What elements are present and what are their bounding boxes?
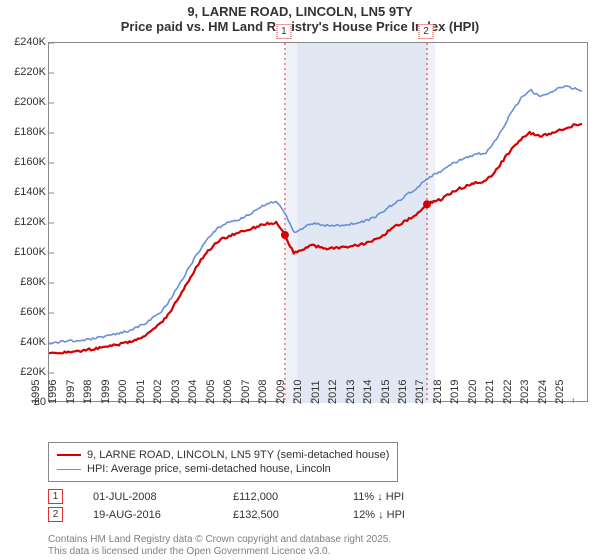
footer-line-2: This data is licensed under the Open Gov… [48,546,391,558]
x-tick-label: 2023 [519,380,531,404]
marker-delta: 12% ↓ HPI [353,509,405,521]
y-tick-label: £200K [2,96,46,108]
marker-price: £112,000 [233,491,323,503]
x-tick-label: 2002 [152,380,164,404]
footer-line-1: Contains HM Land Registry data © Crown c… [48,534,391,546]
x-tick-label: 2020 [467,380,479,404]
y-tick-label: £180K [2,126,46,138]
x-tick-label: 2007 [240,380,252,404]
x-tick-label: 2016 [397,380,409,404]
footer: Contains HM Land Registry data © Crown c… [48,534,391,558]
y-tick-label: £140K [2,186,46,198]
x-tick-label: 2003 [170,380,182,404]
chart-plot-area [48,42,588,402]
x-tick-label: 2001 [135,380,147,404]
y-tick-label: £120K [2,216,46,228]
x-tick-label: 2021 [484,380,496,404]
x-tick-label: 2000 [117,380,129,404]
legend-row: HPI: Average price, semi-detached house,… [57,463,389,475]
x-tick-label: 1997 [65,380,77,404]
marker-price: £132,500 [233,509,323,521]
legend-row: 9, LARNE ROAD, LINCOLN, LN5 9TY (semi-de… [57,449,389,461]
marker-number-box: 1 [48,489,63,504]
x-tick-label: 2005 [205,380,217,404]
y-tick-label: £160K [2,156,46,168]
x-tick-label: 2009 [275,380,287,404]
x-tick-label: 2010 [292,380,304,404]
x-tick-label: 2004 [187,380,199,404]
title-line-2: Price paid vs. HM Land Registry's House … [0,19,600,34]
y-tick-label: £40K [2,336,46,348]
x-tick-label: 2013 [345,380,357,404]
x-tick-label: 2006 [222,380,234,404]
x-tick-label: 2024 [537,380,549,404]
x-tick-label: 2012 [327,380,339,404]
x-tick-label: 1998 [82,380,94,404]
x-tick-label: 2022 [502,380,514,404]
title-line-1: 9, LARNE ROAD, LINCOLN, LN5 9TY [0,4,600,19]
marker-delta: 11% ↓ HPI [353,491,404,503]
chart-marker-box: 2 [419,24,434,39]
chart-marker-box: 1 [276,24,291,39]
chart-title-block: 9, LARNE ROAD, LINCOLN, LN5 9TY Price pa… [0,0,600,34]
marker-date: 19-AUG-2016 [93,509,203,521]
y-tick-label: £60K [2,306,46,318]
legend-label: 9, LARNE ROAD, LINCOLN, LN5 9TY (semi-de… [87,449,389,461]
legend: 9, LARNE ROAD, LINCOLN, LN5 9TY (semi-de… [48,442,398,482]
marker-date: 01-JUL-2008 [93,491,203,503]
x-tick-label: 2014 [362,380,374,404]
chart-svg [49,43,589,403]
marker-number-box: 2 [48,507,63,522]
marker-table: 1 01-JUL-2008 £112,000 11% ↓ HPI 2 19-AUG-201… [48,486,405,525]
x-tick-label: 2011 [310,380,322,404]
x-tick-label: 1996 [47,380,59,404]
y-tick-label: £80K [2,276,46,288]
x-tick-label: 2008 [257,380,269,404]
y-tick-label: £220K [2,66,46,78]
x-tick-label: 2018 [432,380,444,404]
x-tick-label: 1995 [30,380,42,404]
legend-label: HPI: Average price, semi-detached house,… [87,463,331,475]
y-tick-label: £20K [2,366,46,378]
legend-swatch [57,469,81,470]
marker-table-row: 1 01-JUL-2008 £112,000 11% ↓ HPI [48,489,405,504]
x-tick-label: 2017 [414,380,426,404]
x-tick-label: 2025 [554,380,566,404]
x-tick-label: 1999 [100,380,112,404]
legend-swatch [57,454,81,456]
x-tick-label: 2015 [380,380,392,404]
y-tick-label: £100K [2,246,46,258]
marker-table-row: 2 19-AUG-2016 £132,500 12% ↓ HPI [48,507,405,522]
y-tick-label: £240K [2,36,46,48]
x-tick-label: 2019 [449,380,461,404]
